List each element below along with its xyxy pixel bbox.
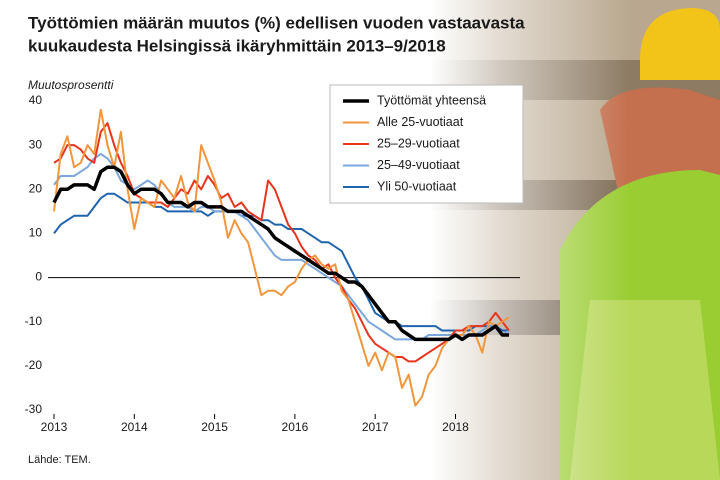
legend-label: 25–49-vuotiaat — [377, 158, 460, 172]
legend-label: Työttömät yhteensä — [377, 93, 486, 107]
y-tick-label: -30 — [25, 402, 43, 416]
series-line — [53, 108, 510, 407]
x-tick-label: 2013 — [41, 420, 68, 434]
y-tick-label: 0 — [35, 270, 42, 284]
background-photo — [430, 0, 720, 480]
y-tick-label: 20 — [29, 181, 43, 195]
y-tick-label: 30 — [29, 137, 43, 151]
chart-title: Työttömien määrän muutos (%) edellisen v… — [28, 13, 525, 32]
y-tick-label: -10 — [25, 314, 43, 328]
x-tick-label: 2014 — [121, 420, 148, 434]
series-line — [52, 165, 509, 342]
series-line — [53, 122, 510, 363]
legend-label: Alle 25-vuotiaat — [377, 115, 464, 129]
x-tick-label: 2017 — [362, 420, 389, 434]
y-tick-label: 40 — [29, 93, 43, 107]
x-tick-label: 2015 — [201, 420, 228, 434]
source: Lähde: TEM. — [28, 454, 91, 466]
y-axis-label: Muutosprosentti — [28, 78, 114, 92]
legend-label: Yli 50-vuotiaat — [377, 179, 457, 193]
legend-label: 25–29-vuotiaat — [377, 136, 460, 150]
x-tick-label: 2016 — [282, 420, 309, 434]
x-tick-label: 2018 — [442, 420, 469, 434]
y-tick-label: -20 — [25, 358, 43, 372]
chart-title: kuukaudesta Helsingissä ikäryhmittäin 20… — [28, 36, 446, 55]
y-tick-label: 10 — [29, 226, 43, 240]
